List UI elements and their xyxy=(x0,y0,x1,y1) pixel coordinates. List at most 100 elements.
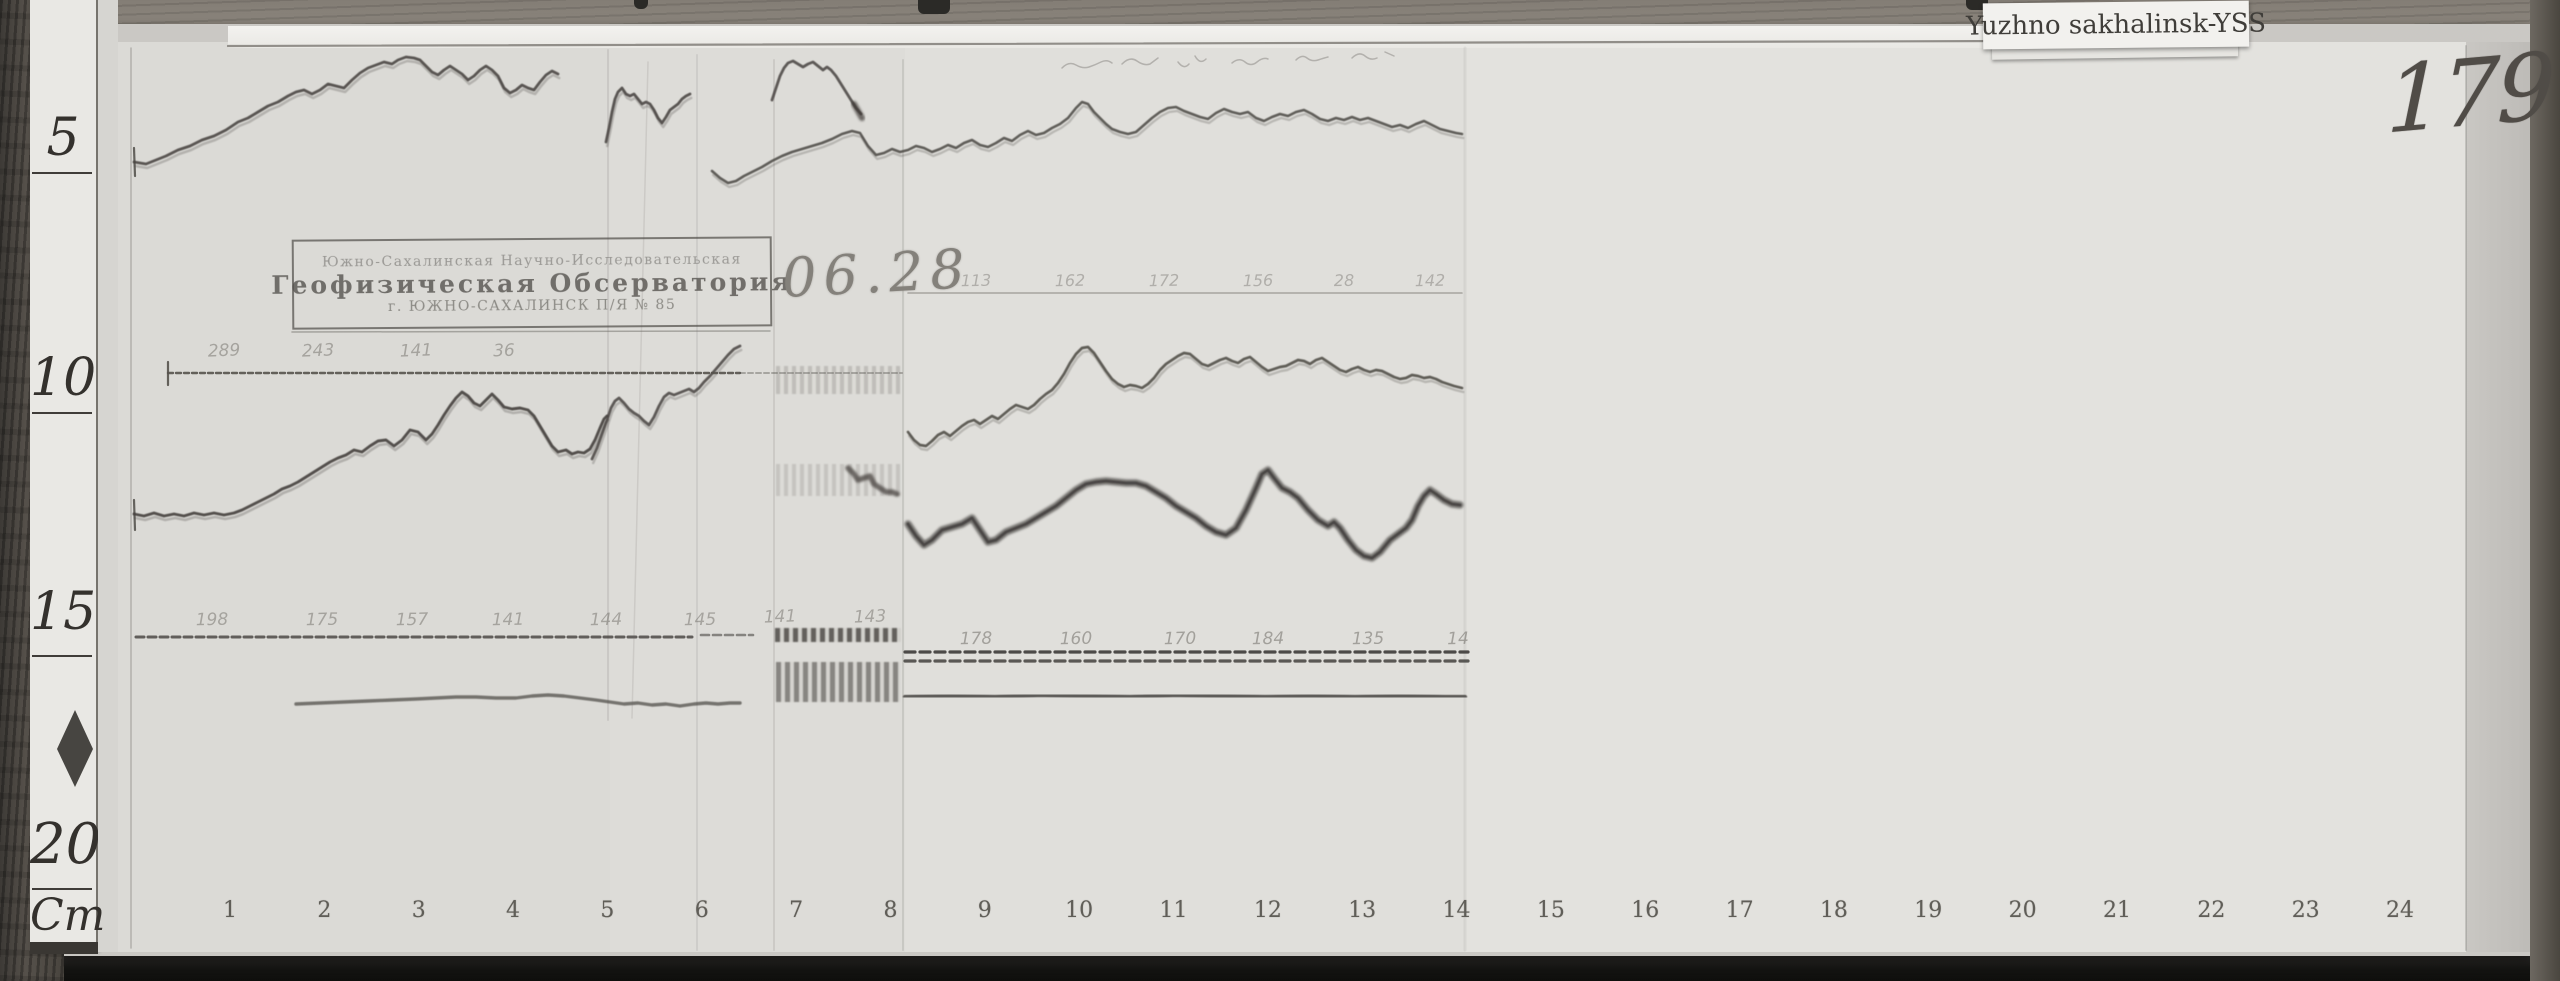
trace-top-mid xyxy=(605,90,693,148)
hour-label-7: 7 xyxy=(789,898,804,923)
barcode-band xyxy=(775,628,901,642)
wood-board-bottom xyxy=(0,952,2560,981)
ruler-division-line xyxy=(32,172,92,174)
pencil-scribble-2 xyxy=(1121,57,1159,66)
hour-label-6: 6 xyxy=(694,898,709,923)
hour-label-15: 15 xyxy=(1536,898,1565,923)
clip-icon xyxy=(634,0,648,9)
pencil-scribble-5 xyxy=(1295,55,1329,62)
hour-label-24: 24 xyxy=(2386,898,2415,923)
pencil-value-upper_left: 289 xyxy=(207,340,241,362)
trace-top-left xyxy=(133,59,561,170)
ruler-end-cap xyxy=(30,942,98,954)
pencil-value-upper_left: 36 xyxy=(492,340,516,362)
ruler-mark-20: 20 xyxy=(30,812,102,877)
hour-label-4: 4 xyxy=(506,898,521,923)
hour-label-22: 22 xyxy=(2197,898,2226,923)
trace-bottom-right xyxy=(902,692,1468,700)
trace-top-mid xyxy=(604,86,692,144)
smear-band-upper xyxy=(776,366,900,394)
pencil-value-mid_right: 142 xyxy=(1414,270,1446,291)
ruler-mark-5: 5 xyxy=(46,108,80,168)
trace-top-strip2 xyxy=(770,59,863,116)
ruler-division-line xyxy=(32,888,92,890)
ruler-backing-strip xyxy=(98,0,118,952)
ruler-diamond xyxy=(57,710,93,787)
hour-label-20: 20 xyxy=(2008,898,2037,923)
hour-label-1: 1 xyxy=(223,898,237,923)
pencil-value-lower_right: 184 xyxy=(1251,628,1285,650)
ruler-division-line xyxy=(32,412,92,414)
hour-label-9: 9 xyxy=(977,898,992,923)
wood-board-right xyxy=(2530,0,2560,981)
ruler-mark-10: 10 xyxy=(30,348,97,408)
hour-label-14: 14 xyxy=(1442,898,1471,923)
pencil-value-lower_right: 170 xyxy=(1163,628,1197,650)
pencil-value-lower_left: 175 xyxy=(305,609,339,631)
clip-icon xyxy=(918,0,950,14)
pencil-value-mid_right: 162 xyxy=(1054,270,1086,291)
pencil-scribble-3 xyxy=(1177,55,1207,68)
pencil-scribble-6 xyxy=(1351,51,1395,60)
hour-label-2: 2 xyxy=(317,898,332,923)
trace-thick-band-core xyxy=(906,468,1462,560)
hour-label-23: 23 xyxy=(2291,898,2320,923)
hour-label-13: 13 xyxy=(1348,898,1377,923)
pencil-value-lower_right: 135 xyxy=(1351,628,1385,650)
pencil-value-lower_left: 145 xyxy=(683,609,717,631)
pencil-value-lower_left: 157 xyxy=(395,609,429,631)
trace-mid-strip1 xyxy=(590,344,742,461)
pencil-value-lower_right: 160 xyxy=(1059,628,1093,650)
pencil-value-lower_right: 14 xyxy=(1447,628,1469,650)
hour-label-11: 11 xyxy=(1159,898,1188,923)
smear-band-lower xyxy=(776,662,900,702)
pencil-value-mid_right: 28 xyxy=(1333,270,1355,291)
trace-mid-strip2-blob xyxy=(845,465,900,497)
hour-label-10: 10 xyxy=(1065,898,1094,923)
hour-label-17: 17 xyxy=(1725,898,1754,923)
pencil-value-upper_left: 243 xyxy=(301,340,335,362)
hour-label-3: 3 xyxy=(411,898,426,923)
trace-mid-right xyxy=(906,345,1464,448)
trace-mid-strip1 xyxy=(591,348,743,465)
cm-ruler: 5 10 15 20 xyxy=(30,0,102,952)
pencil-value-mid_right: 156 xyxy=(1242,270,1274,291)
pencil-value-lower_right: 178 xyxy=(959,628,993,650)
hour-label-5: 5 xyxy=(600,898,615,923)
pencil-value-lower_mid: 141 xyxy=(763,606,797,628)
hour-label-18: 18 xyxy=(1819,898,1848,923)
crease xyxy=(631,61,649,719)
trace-mid-left xyxy=(132,390,609,518)
pencil-scribble-1 xyxy=(1061,59,1113,69)
pencil-value-lower_mid: 143 xyxy=(853,606,887,628)
hour-label-19: 19 xyxy=(1914,898,1943,923)
trace-top-right xyxy=(710,100,1464,185)
trace-mid-right xyxy=(907,349,1465,452)
hour-label-16: 16 xyxy=(1631,898,1660,923)
pencil-value-lower_left: 141 xyxy=(491,609,525,631)
pencil-value-mid_right: 113 xyxy=(960,270,992,291)
trace-top-left xyxy=(132,55,560,166)
pencil-value-lower_left: 144 xyxy=(589,609,623,631)
pencil-value-lower_left: 198 xyxy=(195,609,229,631)
hour-label-8: 8 xyxy=(883,898,898,923)
trace-top-right xyxy=(712,104,1465,189)
trace-top-strip2-blob xyxy=(851,101,865,121)
ruler-mark-15: 15 xyxy=(30,582,97,642)
pencil-value-upper_left: 141 xyxy=(399,340,433,362)
stamp-under-line xyxy=(291,330,771,333)
film-top-edge-line xyxy=(226,39,2016,48)
paper-right-edge xyxy=(2466,42,2532,952)
hour-label-21: 21 xyxy=(2103,898,2131,923)
hour-label-12: 12 xyxy=(1253,898,1282,923)
trace-bottom-left xyxy=(294,693,742,708)
ruler-division-line xyxy=(32,655,92,657)
ruler-unit-label: Cm xyxy=(30,890,106,941)
pencil-value-mid_right: 172 xyxy=(1148,270,1180,291)
clip-icon xyxy=(1966,0,1988,10)
pencil-scribble-4 xyxy=(1231,57,1269,66)
